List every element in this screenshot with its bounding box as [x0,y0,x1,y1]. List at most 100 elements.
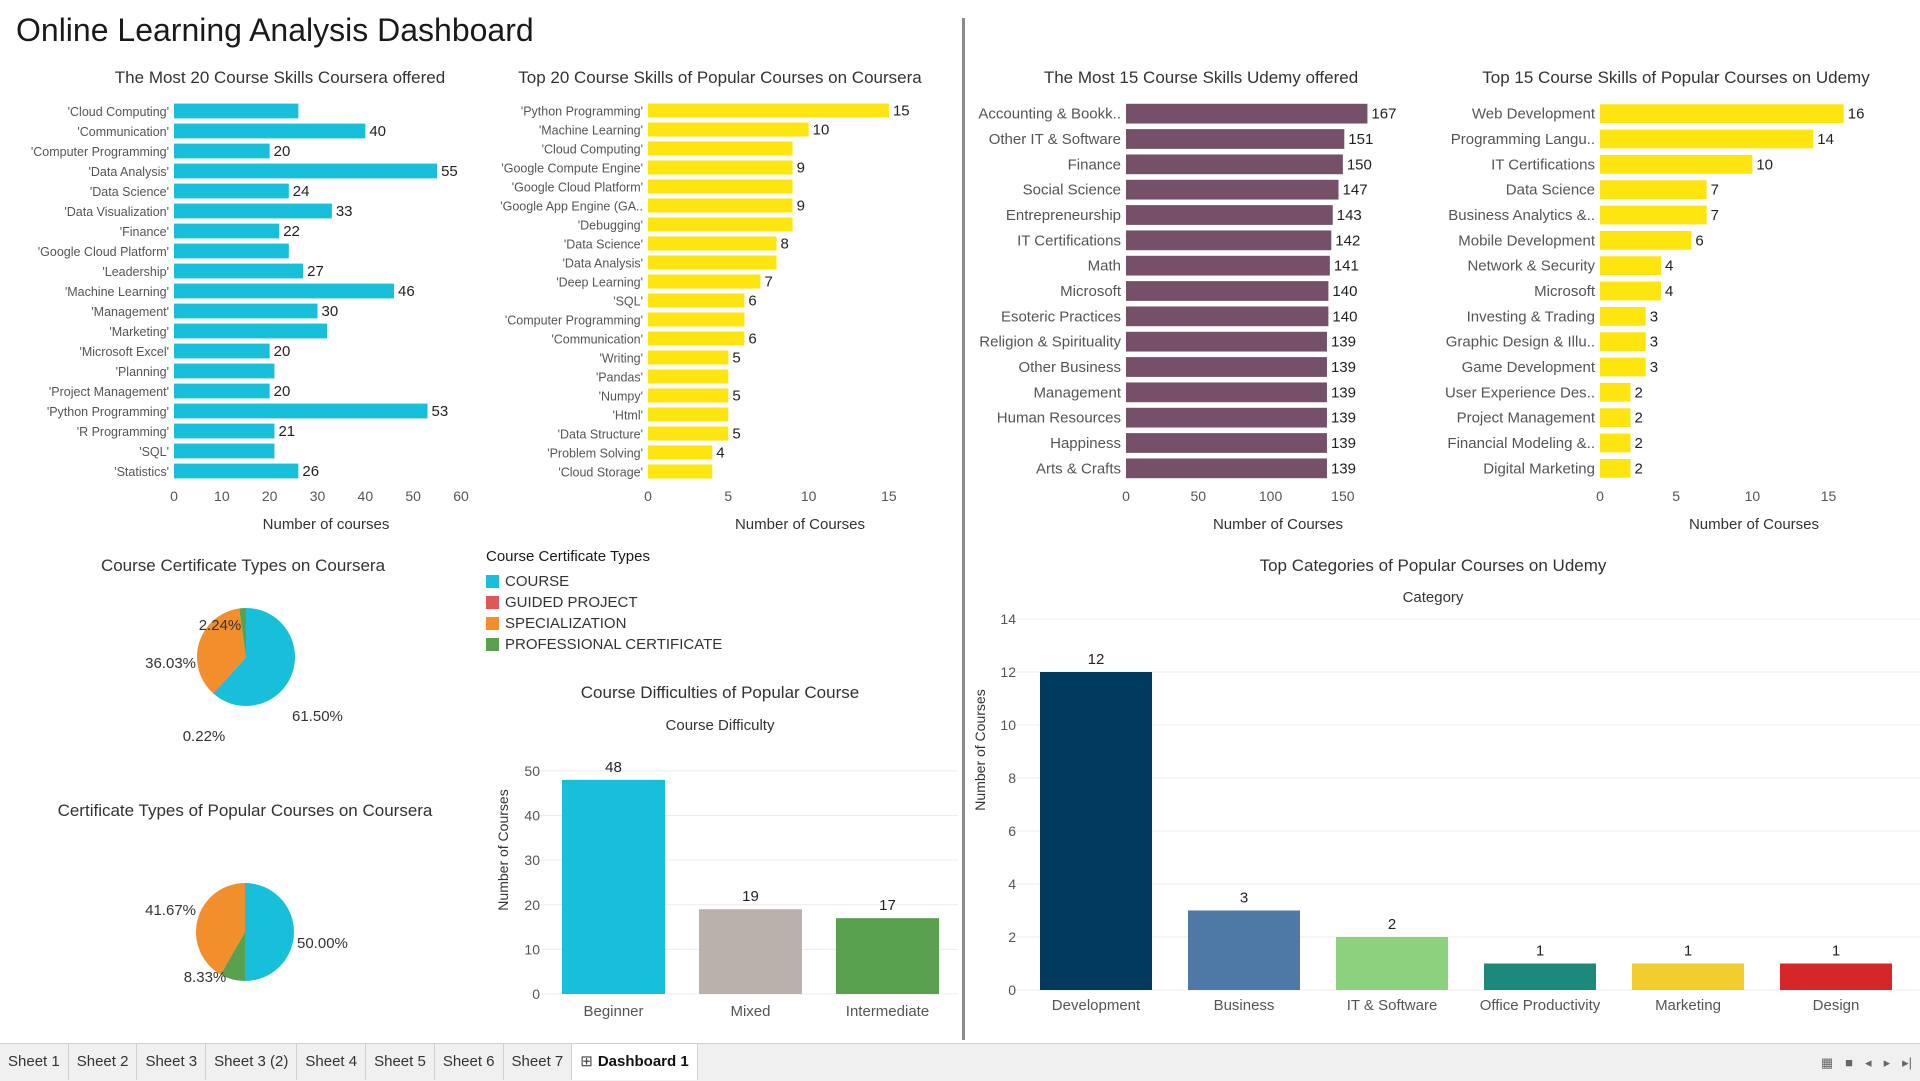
legend-item[interactable]: GUIDED PROJECT [486,592,722,613]
legend-label: PROFESSIONAL CERTIFICATE [505,636,723,653]
last-sheet-icon[interactable]: ▸| [1902,1054,1912,1070]
category-label: IT Certifications [1491,156,1595,173]
chart-title: Course Certificate Types on Coursera [100,556,386,575]
chart-popular-cert-types: Certificate Types of Popular Courses on … [0,795,490,1025]
category-label: Intermediate [846,1003,929,1020]
data-label: 2 [1388,916,1396,933]
bar [836,918,939,994]
tick-label: 14 [1000,611,1016,627]
pie-slice [213,608,295,706]
tab-sheet-3[interactable]: Sheet 3 [137,1044,207,1080]
tick-label: 30 [310,488,326,504]
category-label: 'Computer Programming' [505,314,643,328]
tab-dashboard-1[interactable]: ⊞ Dashboard 1 [572,1044,698,1080]
bar [1126,357,1327,377]
data-label: 2 [1634,435,1642,452]
data-label: 20 [274,143,291,160]
tick-label: 30 [524,852,540,868]
tick-label: 10 [801,488,817,504]
data-label: 139 [1331,334,1356,351]
presentation-icon[interactable]: ■ [1845,1055,1854,1070]
tick-label: 10 [1000,717,1016,733]
bar [174,163,438,179]
slice-label: 8.33% [184,969,227,986]
pie-slice [245,883,294,981]
bar [1484,963,1596,990]
tab-sheet-4[interactable]: Sheet 4 [297,1044,367,1080]
data-label: 140 [1332,308,1357,325]
chart-udemy-popular-skills: Top 15 Course Skills of Popular Courses … [1436,62,1916,542]
bar [648,160,793,175]
tick-label: 60 [453,488,469,504]
category-label: 'Google Cloud Platform' [512,181,643,195]
tab-sheet-6[interactable]: Sheet 6 [435,1044,504,1080]
data-label: 151 [1348,131,1373,148]
data-label: 2 [1634,384,1642,401]
legend-label: SPECIALIZATION [505,615,627,632]
bar [648,426,729,441]
data-label: 4 [1665,258,1673,275]
category-label: 'Cloud Computing' [68,105,169,119]
data-label: 8 [781,236,789,253]
tick-label: 20 [262,488,278,504]
legend-item[interactable]: PROFESSIONAL CERTIFICATE [486,634,722,655]
chart-udemy-skills: The Most 15 Course Skills Udemy offered … [966,62,1436,542]
data-label: 33 [336,203,353,220]
tab-sheet-1[interactable]: Sheet 1 [0,1044,69,1080]
bar [648,369,729,384]
category-label: 'Management' [91,305,169,319]
tab-sheet-7[interactable]: Sheet 7 [504,1044,573,1080]
chart-title: Top 15 Course Skills of Popular Courses … [1482,68,1870,87]
category-label: 'Leadership' [102,265,169,279]
bar [174,343,270,359]
chart-title: Course Difficulties of Popular Course [580,683,860,702]
tick-label: 8 [1008,770,1016,786]
bar [174,183,289,199]
tick-label: 0 [170,488,178,504]
category-label: Finance [1068,156,1121,173]
bar [1126,205,1333,225]
tick-label: 50 [524,763,540,779]
tick-label: 0 [644,488,652,504]
legend-item[interactable]: SPECIALIZATION [486,613,722,634]
data-label: 3 [1650,334,1658,351]
chart-title: Certificate Types of Popular Courses on … [57,801,433,820]
category-label: Programming Langu.. [1451,131,1595,148]
tab-sheet-5[interactable]: Sheet 5 [366,1044,435,1080]
pie-slice [239,608,246,657]
x-axis-label: Number of courses [263,516,390,533]
slice-label: 41.67% [145,902,196,919]
bar [1600,332,1646,352]
bar [1600,205,1707,225]
next-sheet-icon[interactable]: ▸ [1883,1054,1891,1070]
grid-view-icon[interactable]: ▦ [1820,1054,1834,1070]
category-label: 'Machine Learning' [65,285,169,299]
bar [648,103,889,118]
data-label: 55 [441,163,458,180]
pie-slice [196,608,246,694]
category-label: 'Planning' [116,365,169,379]
bar [1600,129,1814,149]
bar [1600,256,1661,276]
slice-label: 61.50% [292,708,343,725]
data-label: 14 [1817,131,1834,148]
bar [1600,433,1631,453]
category-label: 'Deep Learning' [556,276,643,290]
tab-sheet-3-2[interactable]: Sheet 3 (2) [206,1044,298,1080]
category-label: Arts & Crafts [1036,460,1121,477]
category-label: 'Google App Engine (GA.. [500,200,643,214]
category-label: 'Problem Solving' [547,447,643,461]
category-label: Other IT & Software [989,131,1121,148]
category-label: 'Project Management' [49,385,169,399]
tick-label: 10 [524,941,540,957]
tab-label: Dashboard 1 [597,1053,689,1070]
bar [174,243,289,259]
chart-coursera-skills: The Most 20 Course Skills Coursera offer… [0,62,480,542]
category-label: Esoteric Practices [1001,308,1121,325]
bar [648,312,745,327]
legend-item[interactable]: COURSE [486,571,722,592]
prev-sheet-icon[interactable]: ◂ [1865,1054,1872,1070]
bar [174,303,318,319]
tab-sheet-2[interactable]: Sheet 2 [69,1044,138,1080]
bar [174,283,395,299]
